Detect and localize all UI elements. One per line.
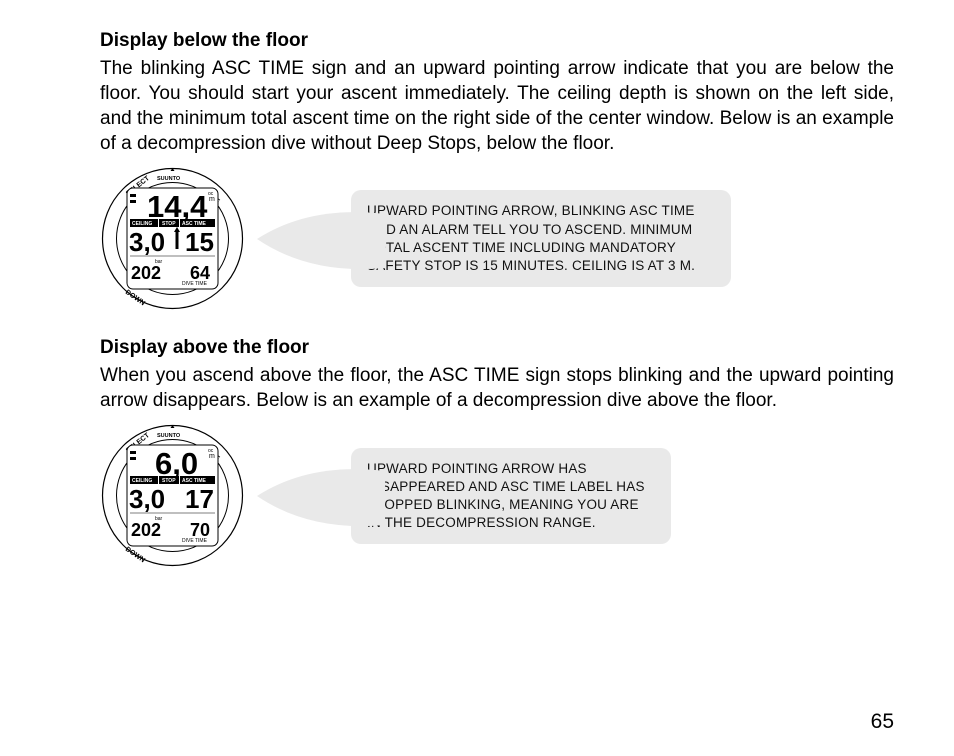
depth-value-1: 14,4 bbox=[147, 189, 208, 224]
callout-1: UPWARD POINTING ARROW, BLINKING ASC TIME… bbox=[351, 190, 731, 287]
divetime-label-2: DIVE TIME bbox=[182, 538, 208, 544]
svg-text:oc: oc bbox=[208, 448, 214, 454]
depth-unit-1: m bbox=[209, 196, 215, 203]
section-title-1: Display below the floor bbox=[100, 30, 894, 52]
example-row-2: SELECT MODE DOWN UP SUUNTO 6,0 m oc CEIL… bbox=[100, 423, 894, 568]
section-title-2: Display above the floor bbox=[100, 337, 894, 359]
bar-value-1: 202 bbox=[131, 263, 161, 283]
bar-value-2: 202 bbox=[131, 520, 161, 540]
divetime-value-1: 64 bbox=[190, 263, 210, 283]
section-body-1: The blinking ASC TIME sign and an upward… bbox=[100, 56, 894, 156]
asctime-value-2: 17 bbox=[185, 484, 214, 514]
depth-value-2: 6,0 bbox=[155, 446, 198, 481]
asctime-value-1: 15 bbox=[185, 227, 214, 257]
ceiling-value-2: 3,0 bbox=[129, 484, 165, 514]
depth-unit-2: m bbox=[209, 453, 215, 460]
watch-figure-2: SELECT MODE DOWN UP SUUNTO 6,0 m oc CEIL… bbox=[100, 423, 245, 568]
divetime-value-2: 70 bbox=[190, 520, 210, 540]
section-body-2: When you ascend above the floor, the ASC… bbox=[100, 363, 894, 413]
ring-label-down-2: DOWN bbox=[124, 546, 146, 564]
watch-svg-2: SELECT MODE DOWN UP SUUNTO 6,0 m oc CEIL… bbox=[100, 423, 245, 568]
brand-text-1: SUUNTO bbox=[157, 176, 181, 182]
svg-text:oc: oc bbox=[208, 191, 214, 197]
page-number: 65 bbox=[871, 710, 894, 734]
divetime-label-1: DIVE TIME bbox=[182, 281, 208, 287]
callout-2: UPWARD POINTING ARROW HAS DISAPPEARED AN… bbox=[351, 448, 671, 545]
ceiling-value-1: 3,0 bbox=[129, 227, 165, 257]
ring-label-down-1: DOWN bbox=[124, 289, 146, 307]
brand-text-2: SUUNTO bbox=[157, 433, 181, 439]
callout-connector-1 bbox=[255, 199, 351, 279]
watch-figure-1: SELECT MODE DOWN UP SUUNTO 14,4 m oc CEI… bbox=[100, 166, 245, 311]
example-row-1: SELECT MODE DOWN UP SUUNTO 14,4 m oc CEI… bbox=[100, 166, 894, 311]
callout-connector-2 bbox=[255, 456, 351, 536]
watch-svg-1: SELECT MODE DOWN UP SUUNTO 14,4 m oc CEI… bbox=[100, 166, 245, 311]
